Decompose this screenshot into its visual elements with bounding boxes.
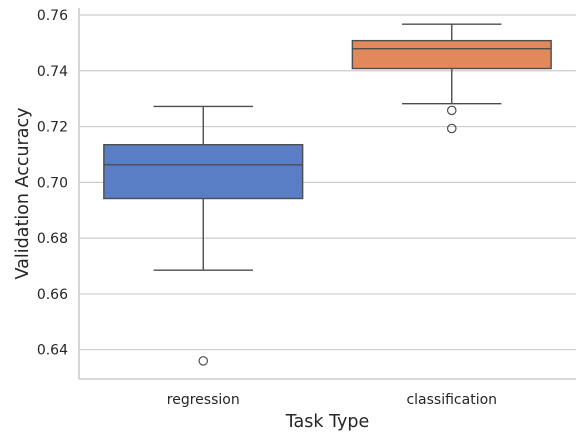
y-tick-label: 0.76 <box>37 8 68 24</box>
outlier-point <box>446 123 457 134</box>
y-tick-labels: 0.64 0.66 0.68 0.70 0.72 0.74 0.76 <box>37 8 68 359</box>
y-tick-label: 0.66 <box>37 287 68 303</box>
y-tick-label: 0.74 <box>37 64 68 80</box>
box-classification <box>351 23 552 134</box>
x-tick-label: classification <box>406 392 497 408</box>
x-axis-title: Task Type <box>285 412 370 432</box>
box-regression <box>103 105 304 366</box>
y-tick-label: 0.72 <box>37 120 68 136</box>
boxes <box>103 23 552 366</box>
y-tick-label: 0.64 <box>37 343 68 359</box>
x-tick-labels: regression classification <box>167 392 497 408</box>
iqr-box <box>103 143 304 200</box>
y-tick-label: 0.70 <box>37 175 68 191</box>
axis-spines <box>78 8 576 380</box>
y-tick-label: 0.68 <box>37 231 68 247</box>
x-tick-label: regression <box>167 392 240 408</box>
outlier-point <box>446 105 457 116</box>
outlier-point <box>198 356 209 366</box>
iqr-box <box>351 39 552 70</box>
y-axis-title: Validation Accuracy <box>13 108 33 280</box>
